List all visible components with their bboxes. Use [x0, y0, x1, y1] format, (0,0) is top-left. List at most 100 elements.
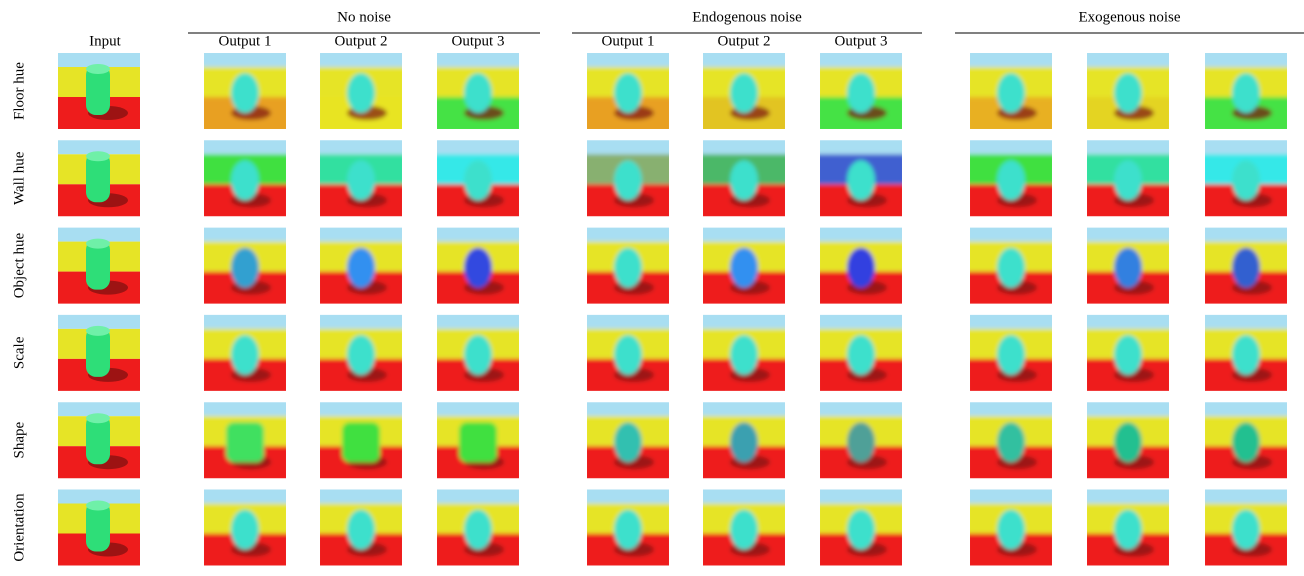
object — [847, 247, 875, 288]
sky — [703, 53, 785, 67]
object — [730, 73, 758, 113]
object-top — [86, 500, 110, 511]
output-image — [437, 140, 519, 217]
sky — [320, 53, 402, 67]
output-image — [320, 140, 402, 217]
object — [847, 422, 875, 463]
output-image — [204, 489, 286, 566]
output-image — [1205, 53, 1287, 129]
output-image — [204, 227, 286, 304]
image-content — [970, 314, 1052, 391]
sky — [204, 489, 286, 504]
output-image — [820, 140, 902, 217]
image-content — [1087, 140, 1169, 217]
group-title: No noise — [337, 9, 391, 25]
row-label: Shape — [11, 422, 27, 459]
output-image — [587, 53, 669, 129]
image-content — [820, 140, 902, 217]
sky — [1087, 402, 1169, 417]
sky — [320, 402, 402, 417]
sky — [820, 314, 902, 329]
sky — [970, 53, 1052, 67]
object — [730, 334, 758, 375]
output-image — [970, 314, 1052, 391]
image-content — [204, 402, 286, 479]
output-image — [970, 140, 1052, 217]
row-label: Scale — [11, 336, 27, 369]
image-content — [204, 314, 286, 391]
column-label: Input — [89, 33, 121, 49]
sky — [1087, 227, 1169, 242]
image-content — [587, 314, 669, 391]
object — [1114, 73, 1142, 113]
object — [342, 422, 380, 463]
output-image — [970, 402, 1052, 479]
sky — [1205, 140, 1287, 155]
image-content — [970, 140, 1052, 217]
output-image — [437, 53, 519, 129]
object — [347, 247, 375, 288]
object — [231, 247, 259, 288]
image-content — [970, 489, 1052, 566]
sky — [820, 489, 902, 504]
sky — [1087, 314, 1169, 329]
sky — [437, 53, 519, 67]
image-content — [204, 227, 286, 304]
column-label: Output 3 — [452, 33, 505, 49]
image-content — [587, 402, 669, 479]
image-content — [437, 53, 519, 129]
sky — [320, 314, 402, 329]
input-image — [58, 53, 140, 129]
object — [86, 326, 110, 377]
object — [730, 160, 758, 201]
image-content — [1205, 53, 1287, 129]
object — [231, 334, 259, 375]
input-image — [58, 140, 140, 217]
image-content — [820, 489, 902, 566]
output-image — [703, 140, 785, 217]
input-image — [58, 489, 140, 566]
object — [847, 73, 875, 113]
image-content — [1205, 314, 1287, 391]
image-content — [1087, 53, 1169, 129]
sky — [703, 140, 785, 155]
object — [464, 160, 492, 201]
sky — [1205, 314, 1287, 329]
image-content — [703, 227, 785, 304]
object — [1232, 160, 1260, 201]
image-content — [320, 227, 402, 304]
object — [847, 334, 875, 375]
sky — [970, 227, 1052, 242]
row-label: Floor hue — [11, 62, 27, 120]
object — [1114, 247, 1142, 288]
output-image — [437, 227, 519, 304]
sky — [437, 489, 519, 504]
row-label: Object hue — [11, 233, 27, 299]
output-image — [587, 227, 669, 304]
sky — [204, 314, 286, 329]
image-content — [320, 53, 402, 129]
object-top — [86, 238, 110, 249]
image-content — [587, 53, 669, 129]
output-image — [820, 227, 902, 304]
output-image — [703, 314, 785, 391]
sky — [58, 489, 140, 504]
sky — [1087, 53, 1169, 67]
image-content — [703, 53, 785, 129]
object — [1232, 422, 1260, 463]
image-content — [820, 53, 902, 129]
object — [464, 509, 492, 550]
object — [231, 160, 259, 201]
output-image — [1205, 140, 1287, 217]
image-content — [1205, 227, 1287, 304]
output-image — [320, 402, 402, 479]
object — [730, 509, 758, 550]
row-label: Orientation — [11, 493, 27, 562]
object — [614, 334, 642, 375]
object — [614, 509, 642, 550]
object — [464, 247, 492, 288]
object — [1232, 73, 1260, 113]
sky — [970, 402, 1052, 417]
image-content — [204, 53, 286, 129]
